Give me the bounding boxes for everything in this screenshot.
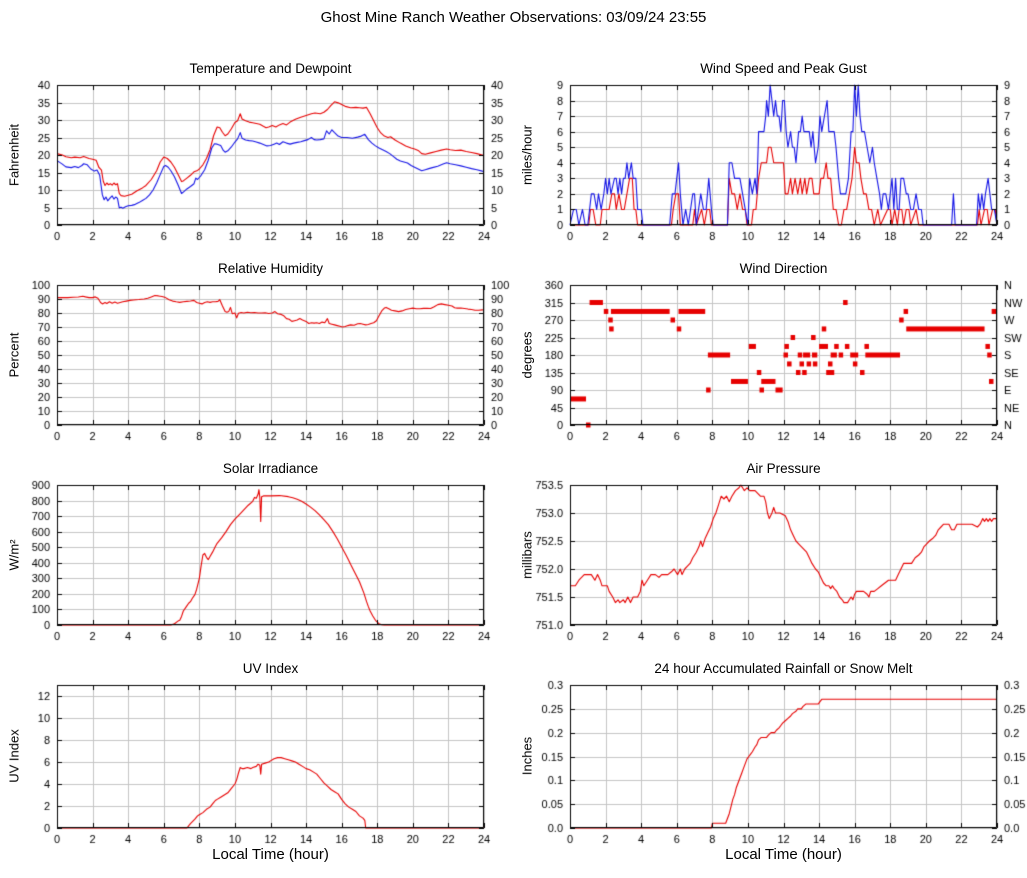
chart-title: Wind Speed and Peak Gust [700, 61, 867, 76]
uv-index-plot [0, 655, 513, 878]
chart-title: Wind Direction [739, 261, 828, 276]
chart-title: Relative Humidity [217, 261, 324, 276]
chart-air-pressure: Air Pressure millibars [513, 455, 1027, 655]
relative-humidity-plot [0, 255, 513, 455]
page-title: Ghost Mine Ranch Weather Observations: 0… [320, 9, 707, 26]
chart-title: UV Index [242, 661, 299, 676]
rainfall-plot [513, 655, 1027, 878]
chart-uv-index: UV Index UV Index Local Time (hour) [0, 655, 513, 878]
chart-title: Temperature and Dewpoint [189, 61, 352, 76]
chart-wind-direction: Wind Direction degrees [513, 255, 1027, 455]
chart-title: Solar Irradiance [222, 461, 319, 476]
y-axis-label: Percent [6, 332, 22, 378]
wind-direction-plot [513, 255, 1027, 455]
y-axis-label: UV Index [6, 729, 22, 783]
chart-rainfall: 24 hour Accumulated Rainfall or Snow Mel… [513, 655, 1027, 878]
chart-temperature-dewpoint: Temperature and Dewpoint Fahrenheit [0, 55, 513, 255]
x-axis-label: Local Time (hour) [725, 846, 842, 863]
chart-wind-speed-gust: Wind Speed and Peak Gust miles/hour [513, 55, 1027, 255]
solar-irradiance-plot [0, 455, 513, 655]
chart-title: Air Pressure [746, 461, 821, 476]
wind-speed-gust-plot [513, 55, 1027, 255]
chart-title: 24 hour Accumulated Rainfall or Snow Mel… [654, 661, 913, 676]
x-axis-label: Local Time (hour) [212, 846, 329, 863]
y-axis-label: millibars [519, 531, 535, 579]
y-axis-label: miles/hour [519, 125, 535, 185]
chart-solar-irradiance: Solar Irradiance W/m² [0, 455, 513, 655]
temperature-dewpoint-plot [0, 55, 513, 255]
y-axis-label: Fahrenheit [6, 123, 22, 187]
chart-relative-humidity: Relative Humidity Percent [0, 255, 513, 455]
y-axis-label: Inches [519, 736, 535, 776]
y-axis-label: degrees [519, 331, 535, 379]
air-pressure-plot [513, 455, 1027, 655]
y-axis-label: W/m² [6, 539, 22, 571]
